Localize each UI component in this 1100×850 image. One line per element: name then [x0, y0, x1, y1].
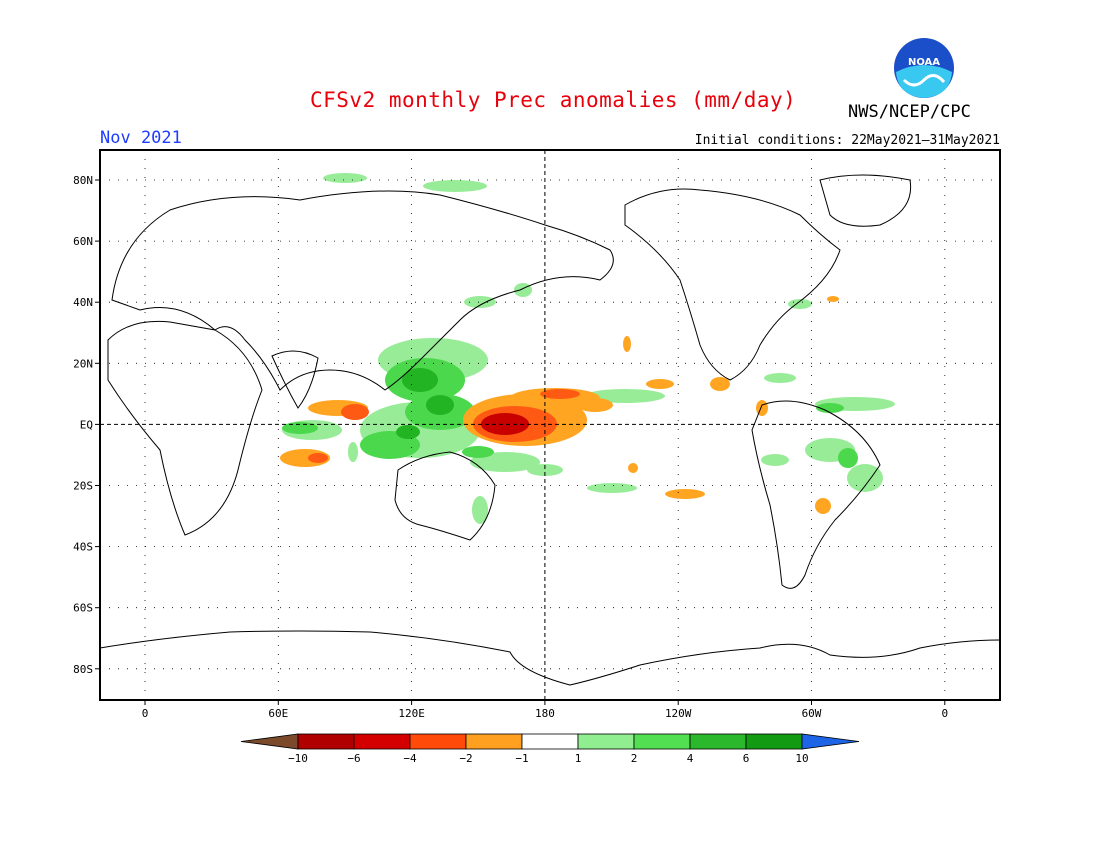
colorbar-segment [465, 733, 523, 750]
chart-title: CFSv2 monthly Prec anomalies (mm/day) [310, 88, 797, 112]
lat-label: 40S [73, 541, 93, 554]
noaa-logo: NOAA [894, 38, 954, 98]
colorbar-label: 10 [795, 752, 808, 765]
lon-label: 0 [142, 707, 149, 720]
colorbar-segment [297, 733, 355, 750]
continent-outlines [99, 174, 1001, 686]
colorbar-label: 4 [687, 752, 694, 765]
colorbar-label: −10 [288, 752, 308, 765]
lon-label: 60W [802, 707, 822, 720]
strong-dry-regions [481, 413, 529, 435]
light-dry-regions [280, 296, 839, 514]
colorbar-segment [577, 733, 635, 750]
colorbar-label: −4 [403, 752, 417, 765]
longitude-labels: 0 60E 120E 180 120W 60W 0 [142, 707, 948, 720]
colorbar-label: −6 [347, 752, 360, 765]
colorbar-low-arrow [240, 733, 299, 750]
lat-label: 40N [73, 296, 93, 309]
lat-label: EQ [80, 418, 93, 431]
colorbar-segment [633, 733, 691, 750]
anomaly-fields [280, 173, 895, 524]
lat-label: 20S [73, 480, 93, 493]
lat-label: 20N [73, 357, 93, 370]
lat-label: 60N [73, 235, 93, 248]
lon-label: 60E [268, 707, 288, 720]
plot-frame [99, 149, 1001, 701]
colorbar-label: −2 [459, 752, 472, 765]
lat-label: 80N [73, 174, 93, 187]
gridlines [95, 150, 1000, 705]
colorbar-segment [409, 733, 467, 750]
valid-month-label: Nov 2021 [100, 128, 182, 148]
colorbar-label: 2 [631, 752, 638, 765]
colorbar-high-arrow [801, 733, 860, 750]
strong-wet-regions [396, 368, 454, 439]
logo-text: NOAA [908, 57, 940, 68]
initial-conditions-label: Initial conditions: 22May2021–31May2021 [694, 133, 1000, 148]
colorbar-segment [689, 733, 747, 750]
colorbar-segment [353, 733, 411, 750]
colorbar-label: −1 [515, 752, 528, 765]
colorbar-segment [521, 733, 579, 750]
colorbar-segment [745, 733, 803, 750]
agency-label: NWS/NCEP/CPC [848, 102, 971, 122]
light-wet-regions [282, 173, 895, 524]
lon-label: 180 [535, 707, 555, 720]
lon-label: 0 [941, 707, 948, 720]
lat-label: 80S [73, 663, 93, 676]
colorbar-label: 6 [743, 752, 750, 765]
colorbar-label: 1 [575, 752, 582, 765]
lat-label: 60S [73, 602, 93, 615]
lon-label: 120E [398, 707, 425, 720]
lon-label: 120W [665, 707, 692, 720]
colorbar: −10 −6 −4 −2 −1 1 2 4 6 10 [240, 733, 860, 765]
latitude-labels: 80N 60N 40N 20N EQ 20S 40S 60S 80S [73, 174, 93, 676]
